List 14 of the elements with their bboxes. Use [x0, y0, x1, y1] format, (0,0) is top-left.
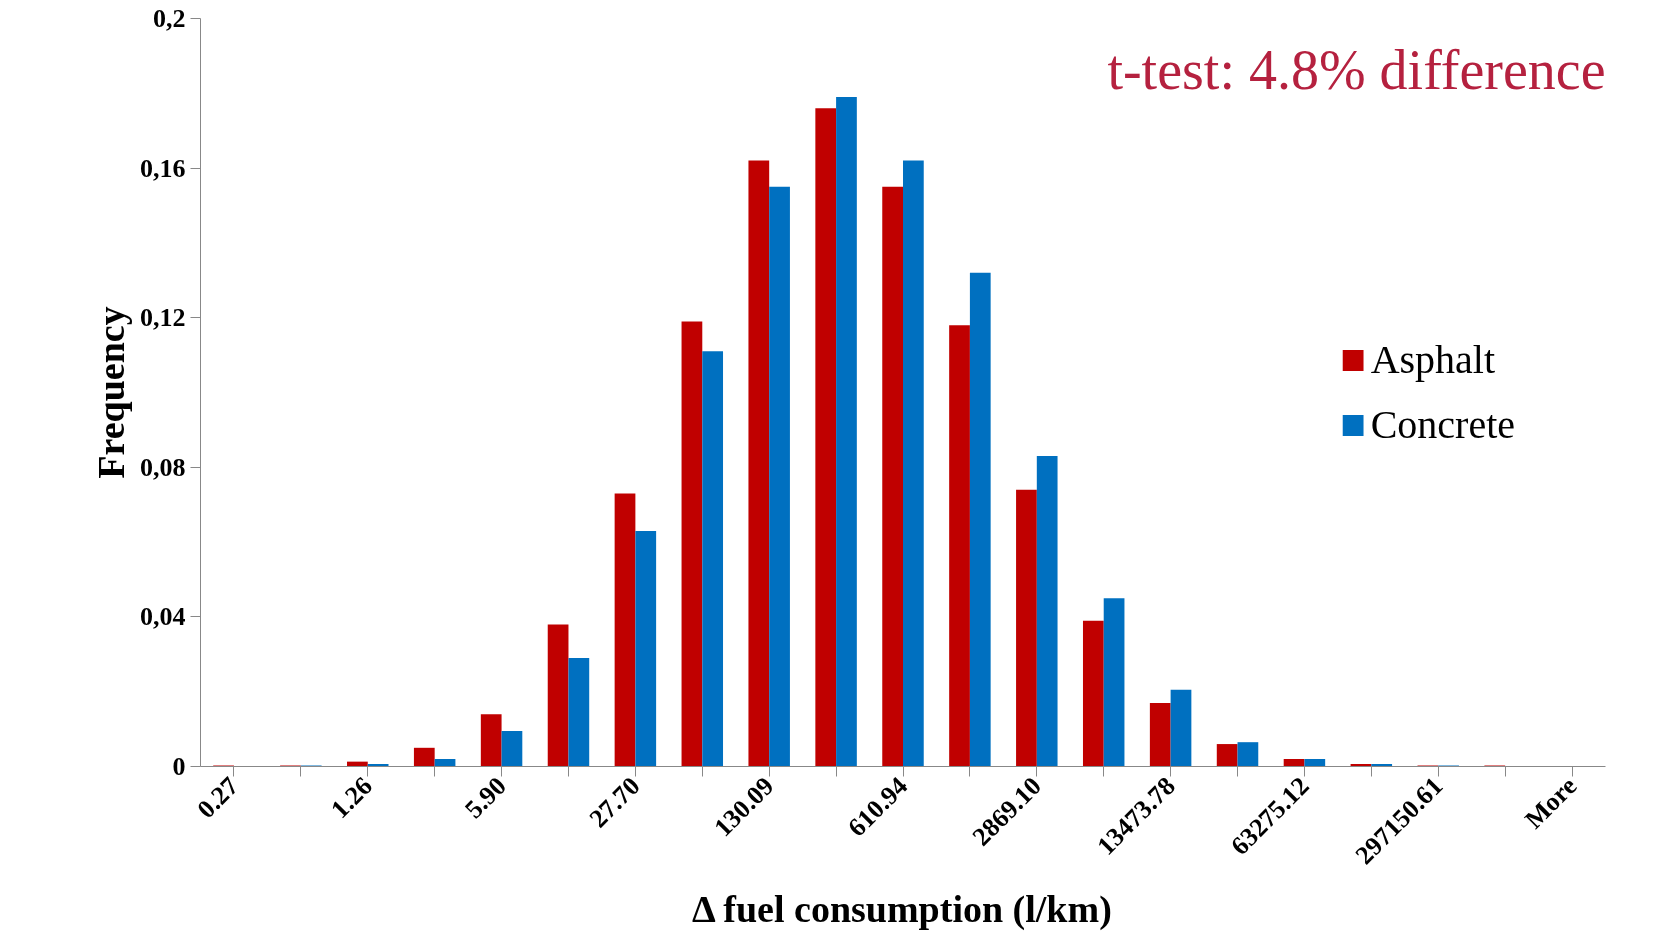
legend-label: Asphalt: [1370, 336, 1496, 383]
y-axis-title: Frequency: [90, 306, 132, 479]
x-tick-label: 0.27: [191, 771, 245, 824]
legend-label: Concrete: [1370, 401, 1515, 448]
y-tick-label: 0,04: [140, 602, 186, 632]
y-tick-label: 0,2: [153, 4, 186, 33]
y-tick-label: 0: [172, 752, 186, 781]
y-tick-label: 0,16: [140, 153, 186, 183]
y-tick-label: 0,12: [140, 303, 186, 333]
x-tick-label: 5.90: [459, 771, 512, 824]
x-tick-label: 1.26: [325, 771, 379, 824]
annotation: t-test: 4.8% difference: [1107, 38, 1606, 101]
y-tick-label: 0,08: [140, 452, 186, 482]
x-axis-title: Δ fuel consumption (l/km): [692, 888, 1112, 932]
